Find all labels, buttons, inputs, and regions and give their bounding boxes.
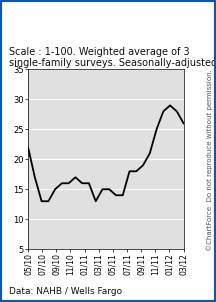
- Text: Housing Market Index: Housing Market Index: [0, 11, 216, 29]
- Text: Scale : 1-100. Weighted average of 3
single-family surveys. Seasonally-adjusted.: Scale : 1-100. Weighted average of 3 sin…: [9, 47, 216, 69]
- Text: Data: NAHB / Wells Fargo: Data: NAHB / Wells Fargo: [9, 287, 122, 296]
- Text: ©ChartForce  Do not reproduce without permission.: ©ChartForce Do not reproduce without per…: [206, 69, 213, 251]
